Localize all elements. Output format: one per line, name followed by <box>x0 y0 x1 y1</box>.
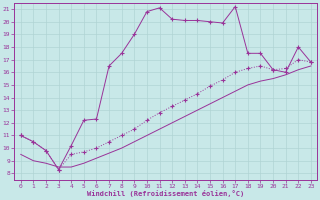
X-axis label: Windchill (Refroidissement éolien,°C): Windchill (Refroidissement éolien,°C) <box>87 190 244 197</box>
